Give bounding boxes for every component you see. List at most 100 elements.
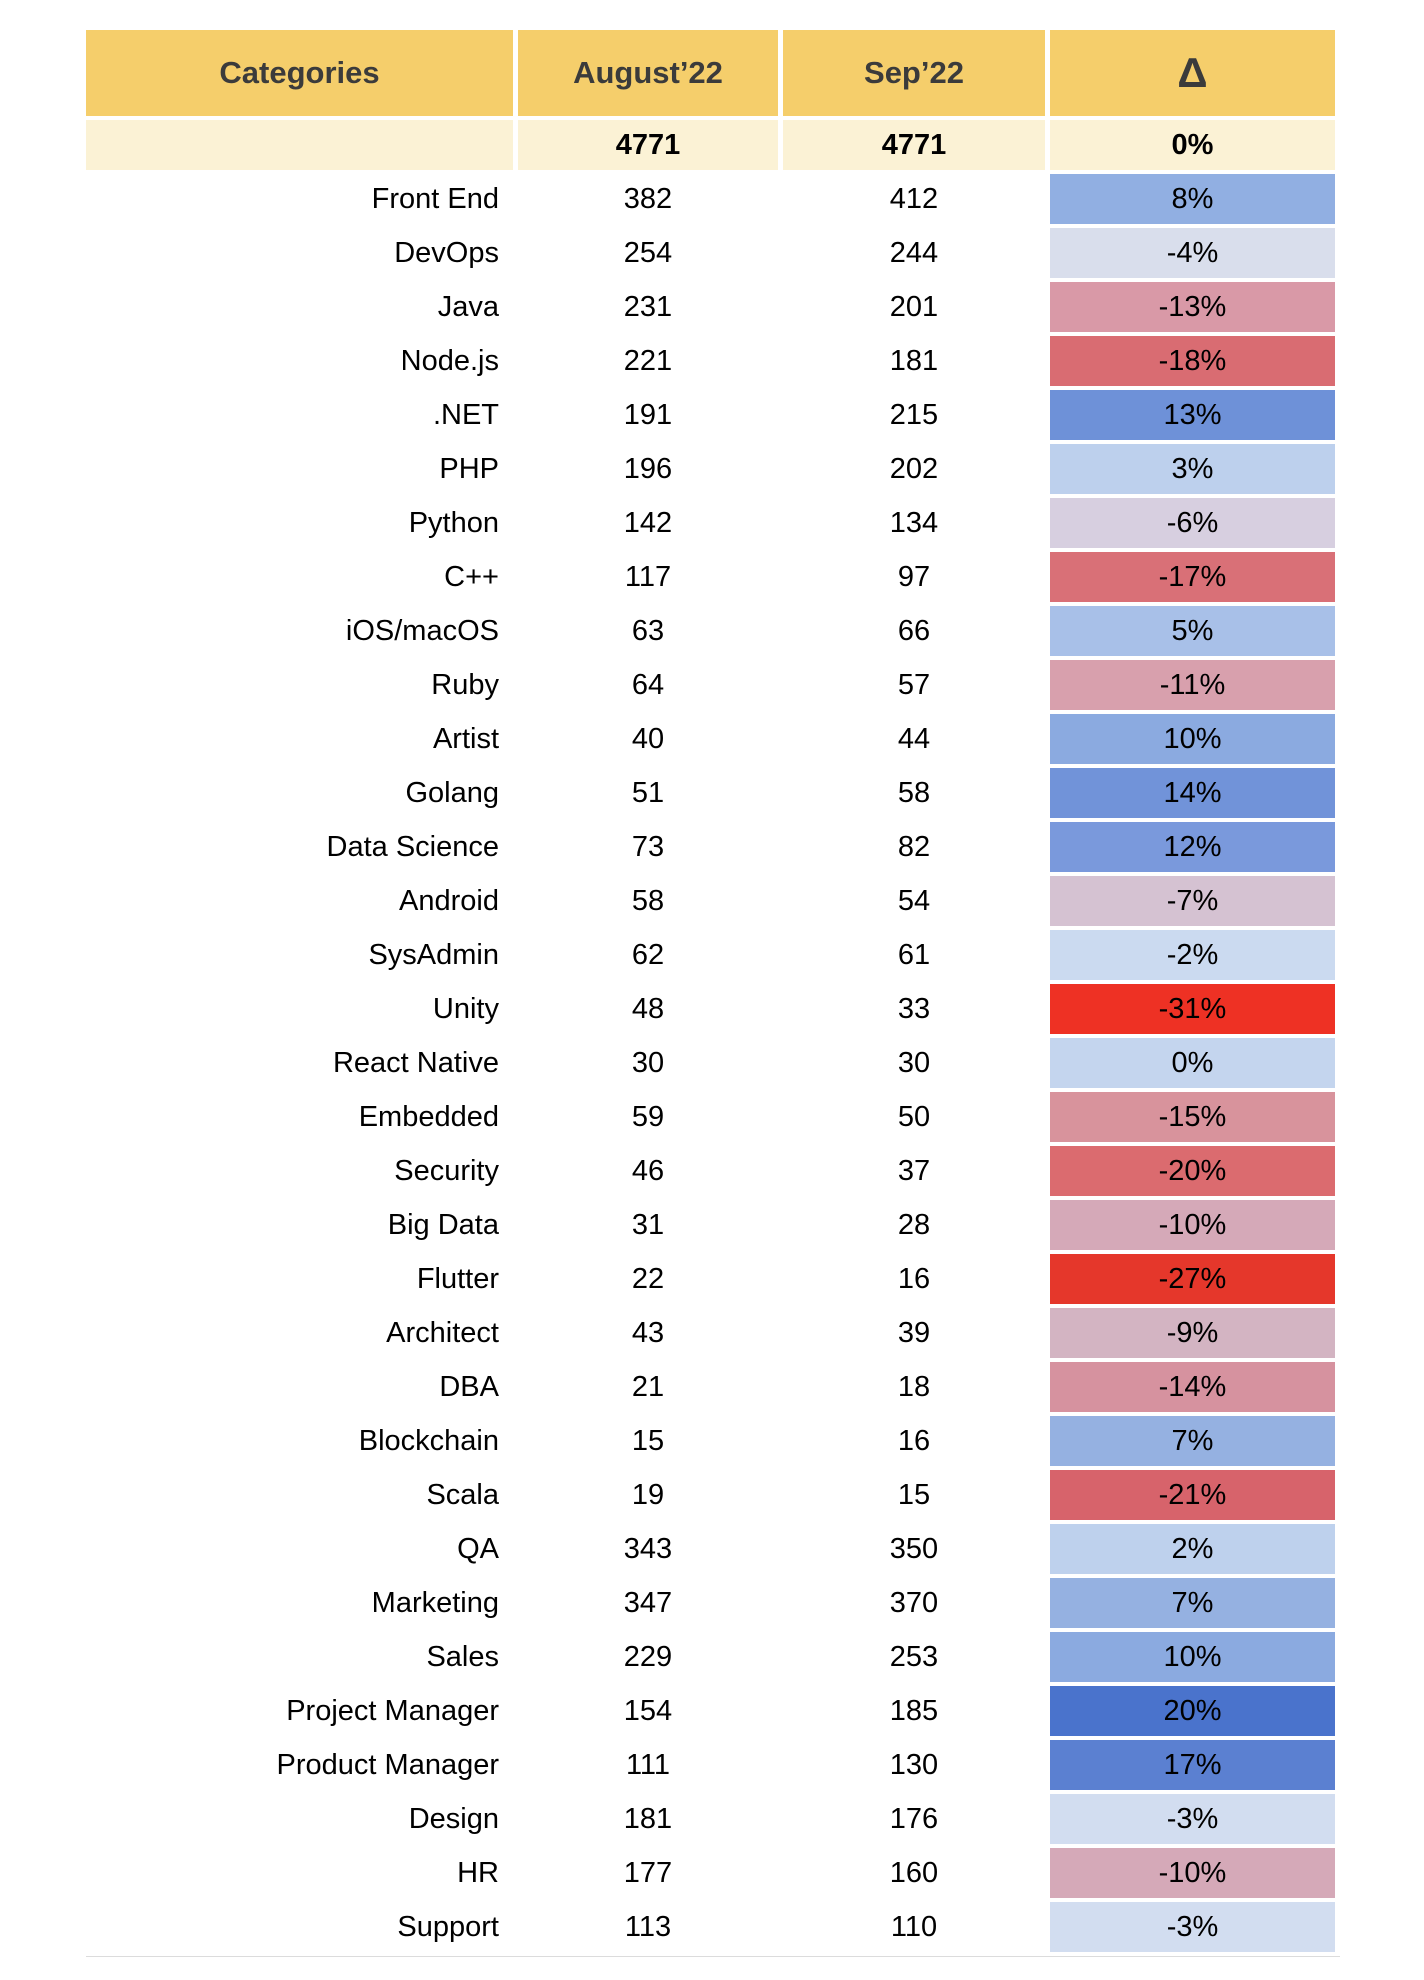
delta-cell: -20% (1050, 1146, 1335, 1196)
table-row: Ruby 64 57 -11% (86, 660, 1335, 710)
sep-value-cell: 58 (783, 768, 1045, 818)
sep-value-cell: 28 (783, 1200, 1045, 1250)
category-cell: Blockchain (86, 1416, 513, 1466)
delta-cell: 0% (1050, 1038, 1335, 1088)
sep-value-cell: 130 (783, 1740, 1045, 1790)
august-value-cell: 64 (518, 660, 778, 710)
category-cell: Security (86, 1146, 513, 1196)
category-cell: Scala (86, 1470, 513, 1520)
table-row: DBA 21 18 -14% (86, 1362, 1335, 1412)
delta-cell: -11% (1050, 660, 1335, 710)
category-cell: Node.js (86, 336, 513, 386)
august-value-cell: 221 (518, 336, 778, 386)
sep-value-cell: 57 (783, 660, 1045, 710)
category-cell: Ruby (86, 660, 513, 710)
category-cell: React Native (86, 1038, 513, 1088)
category-cell: Big Data (86, 1200, 513, 1250)
delta-cell: 7% (1050, 1578, 1335, 1628)
table-row: Flutter 22 16 -27% (86, 1254, 1335, 1304)
category-cell: Data Science (86, 822, 513, 872)
sep-value-cell: 110 (783, 1902, 1045, 1952)
delta-cell: 20% (1050, 1686, 1335, 1736)
august-value-cell: 117 (518, 552, 778, 602)
sep-value-cell: 16 (783, 1254, 1045, 1304)
august-value-cell: 21 (518, 1362, 778, 1412)
august-value-cell: 142 (518, 498, 778, 548)
august-value-cell: 111 (518, 1740, 778, 1790)
august-value-cell: 59 (518, 1092, 778, 1142)
table-row: PHP 196 202 3% (86, 444, 1335, 494)
sep-value-cell: 37 (783, 1146, 1045, 1196)
table-row: Support 113 110 -3% (86, 1902, 1335, 1952)
category-cell: DevOps (86, 228, 513, 278)
category-cell: Embedded (86, 1092, 513, 1142)
category-cell: Artist (86, 714, 513, 764)
august-value-cell: 30 (518, 1038, 778, 1088)
category-cell: C++ (86, 552, 513, 602)
august-value-cell: 43 (518, 1308, 778, 1358)
table-row: Sales 229 253 10% (86, 1632, 1335, 1682)
sep-value-cell: 50 (783, 1092, 1045, 1142)
category-cell: Golang (86, 768, 513, 818)
delta-cell: -2% (1050, 930, 1335, 980)
table-row: Android 58 54 -7% (86, 876, 1335, 926)
totals-delta-value: 0% (1050, 120, 1335, 170)
category-cell: .NET (86, 390, 513, 440)
sep-value-cell: 134 (783, 498, 1045, 548)
sep-value-cell: 201 (783, 282, 1045, 332)
sep-value-cell: 215 (783, 390, 1045, 440)
august-value-cell: 48 (518, 984, 778, 1034)
category-cell: iOS/macOS (86, 606, 513, 656)
delta-cell: -14% (1050, 1362, 1335, 1412)
category-cell: PHP (86, 444, 513, 494)
table-row: QA 343 350 2% (86, 1524, 1335, 1574)
sep-value-cell: 412 (783, 174, 1045, 224)
category-cell: SysAdmin (86, 930, 513, 980)
column-header-delta: Δ (1050, 30, 1335, 116)
sep-value-cell: 33 (783, 984, 1045, 1034)
category-cell: Android (86, 876, 513, 926)
category-cell: Support (86, 1902, 513, 1952)
category-cell: Front End (86, 174, 513, 224)
table-row: Front End 382 412 8% (86, 174, 1335, 224)
sep-value-cell: 54 (783, 876, 1045, 926)
august-value-cell: 181 (518, 1794, 778, 1844)
sep-value-cell: 15 (783, 1470, 1045, 1520)
sep-value-cell: 82 (783, 822, 1045, 872)
table-row: Design 181 176 -3% (86, 1794, 1335, 1844)
table-row: .NET 191 215 13% (86, 390, 1335, 440)
sep-value-cell: 39 (783, 1308, 1045, 1358)
delta-cell: 5% (1050, 606, 1335, 656)
sep-value-cell: 370 (783, 1578, 1045, 1628)
table-row: Security 46 37 -20% (86, 1146, 1335, 1196)
column-header-august22: August’22 (518, 30, 778, 116)
delta-cell: -27% (1050, 1254, 1335, 1304)
category-cell: Marketing (86, 1578, 513, 1628)
delta-cell: 2% (1050, 1524, 1335, 1574)
august-value-cell: 231 (518, 282, 778, 332)
delta-cell: -15% (1050, 1092, 1335, 1142)
august-value-cell: 19 (518, 1470, 778, 1520)
august-value-cell: 31 (518, 1200, 778, 1250)
table-row: Embedded 59 50 -15% (86, 1092, 1335, 1142)
delta-cell: 3% (1050, 444, 1335, 494)
delta-cell: 7% (1050, 1416, 1335, 1466)
august-value-cell: 229 (518, 1632, 778, 1682)
sep-value-cell: 16 (783, 1416, 1045, 1466)
sep-value-cell: 30 (783, 1038, 1045, 1088)
totals-row: 4771 4771 0% (86, 120, 1335, 170)
august-value-cell: 113 (518, 1902, 778, 1952)
sep-value-cell: 181 (783, 336, 1045, 386)
august-value-cell: 46 (518, 1146, 778, 1196)
august-value-cell: 15 (518, 1416, 778, 1466)
delta-cell: -6% (1050, 498, 1335, 548)
category-cell: Unity (86, 984, 513, 1034)
august-value-cell: 58 (518, 876, 778, 926)
august-value-cell: 196 (518, 444, 778, 494)
delta-cell: -3% (1050, 1794, 1335, 1844)
delta-cell: 10% (1050, 1632, 1335, 1682)
delta-cell: 14% (1050, 768, 1335, 818)
totals-sep-value: 4771 (783, 120, 1045, 170)
august-value-cell: 62 (518, 930, 778, 980)
